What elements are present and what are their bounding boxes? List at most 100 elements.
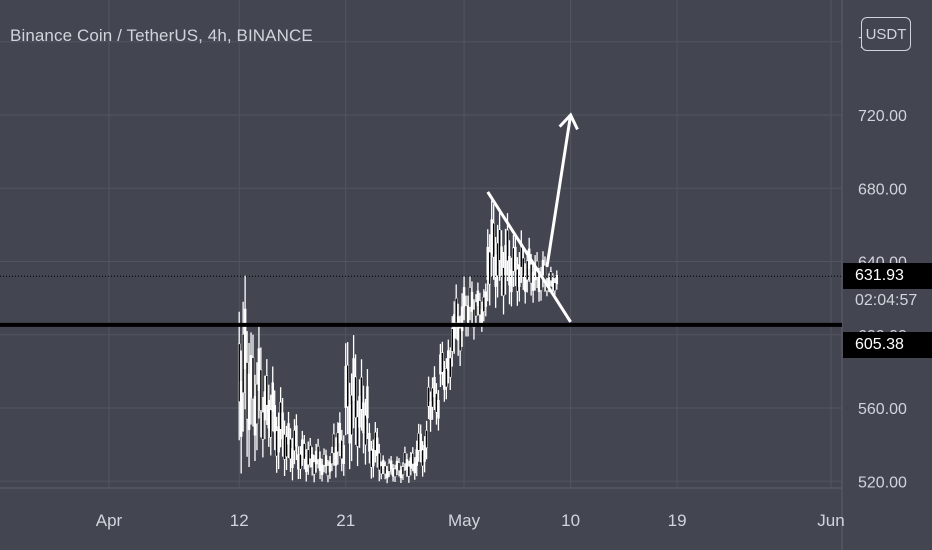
candle-body <box>429 401 432 420</box>
arrow-drawing[interactable] <box>545 114 573 268</box>
trendline-drawing[interactable] <box>486 191 572 323</box>
candle-body <box>399 469 403 479</box>
candle-body <box>354 376 357 418</box>
candle-body <box>350 395 353 436</box>
candle-group <box>356 359 369 467</box>
candle-body <box>305 457 308 473</box>
grid-lines <box>0 0 843 550</box>
candle-body <box>490 219 493 255</box>
candle-body <box>374 431 377 451</box>
x-tick-label: 19 <box>668 511 687 530</box>
candle-body <box>445 368 448 388</box>
candle-group <box>462 276 476 340</box>
candle-body <box>506 229 509 261</box>
candle-body <box>522 257 525 278</box>
candle-body <box>340 439 344 460</box>
candle-body <box>383 465 387 475</box>
candle-body <box>344 365 347 408</box>
arrow-head[interactable] <box>558 112 579 131</box>
candle-body <box>441 352 444 373</box>
candle-body <box>454 297 458 324</box>
candle-body <box>443 370 446 390</box>
candle-body <box>468 287 472 308</box>
candle-body <box>470 291 474 312</box>
candle-group <box>332 412 345 478</box>
candle-body <box>389 460 393 470</box>
candle-body <box>537 276 541 292</box>
candle-body <box>472 309 476 328</box>
drawing-annotations[interactable] <box>486 112 579 323</box>
candle-body <box>308 445 312 459</box>
candle-body <box>512 247 515 272</box>
candle-body <box>551 277 555 287</box>
x-tick-label: 21 <box>336 511 355 530</box>
candle-body <box>458 327 462 352</box>
candle-body <box>360 376 363 410</box>
candle-body <box>326 465 330 476</box>
candle-body <box>279 401 282 430</box>
candle-group <box>237 275 251 474</box>
candle-body <box>241 333 245 393</box>
candle-body <box>265 375 269 406</box>
candle-body <box>310 454 314 468</box>
candle-body <box>379 465 383 475</box>
candle-body <box>275 430 278 457</box>
candle-group <box>427 366 440 432</box>
candle-group <box>391 456 405 483</box>
candle-body <box>397 462 401 472</box>
candle-body <box>486 246 490 280</box>
candle-body <box>261 411 265 440</box>
candle-body <box>407 465 411 477</box>
x-tick-label: 12 <box>230 511 249 530</box>
candle-body <box>460 306 464 332</box>
candle-group <box>308 437 322 483</box>
candle-body <box>480 308 484 324</box>
candle-group <box>297 430 310 482</box>
candle-group <box>344 335 357 470</box>
candle-group <box>498 212 511 315</box>
candle-body <box>381 459 385 469</box>
candle-body <box>529 264 533 284</box>
candle-body <box>478 300 482 316</box>
candle-body <box>437 399 440 419</box>
y-tick-label: 720.00 <box>858 108 907 125</box>
candle-body <box>330 452 334 464</box>
candle-body <box>255 384 259 425</box>
candle-body <box>450 328 454 352</box>
currency-button[interactable]: USDT <box>861 17 911 51</box>
candle-body <box>415 449 418 466</box>
candle-body <box>553 282 557 292</box>
last-price-label: 631.93 <box>843 263 932 290</box>
candle-body <box>482 296 486 312</box>
candle-group <box>285 411 298 481</box>
chart-title: Binance Coin / TetherUS, 4h, BINANCE <box>10 26 313 45</box>
candle-group <box>450 284 464 367</box>
candle-body <box>391 468 395 477</box>
candle-body <box>413 462 417 474</box>
y-tick-label: 680.00 <box>858 181 907 198</box>
candle-body <box>299 454 302 470</box>
candle-body <box>541 260 545 277</box>
candle-body <box>385 470 389 479</box>
candle-group <box>368 422 381 482</box>
candle-body <box>405 459 409 471</box>
candle-body <box>324 455 328 467</box>
candle-body <box>510 269 513 293</box>
candle-body <box>247 373 251 431</box>
candle-group <box>486 200 499 308</box>
candle-body <box>358 396 361 428</box>
candle-body <box>378 452 381 471</box>
x-axis-tick-labels: Apr 12 21 May 10 19 Jun <box>96 511 845 530</box>
candle-body <box>243 308 247 370</box>
candlestick-series <box>237 200 559 484</box>
candle-body <box>498 229 501 261</box>
candle-body <box>346 364 349 407</box>
candle-body <box>555 274 559 285</box>
candle-body <box>364 415 367 446</box>
candle-body <box>508 256 511 286</box>
candle-group <box>249 325 263 462</box>
candle-body <box>449 357 452 378</box>
candle-body <box>332 433 336 454</box>
candle-body <box>259 369 263 411</box>
